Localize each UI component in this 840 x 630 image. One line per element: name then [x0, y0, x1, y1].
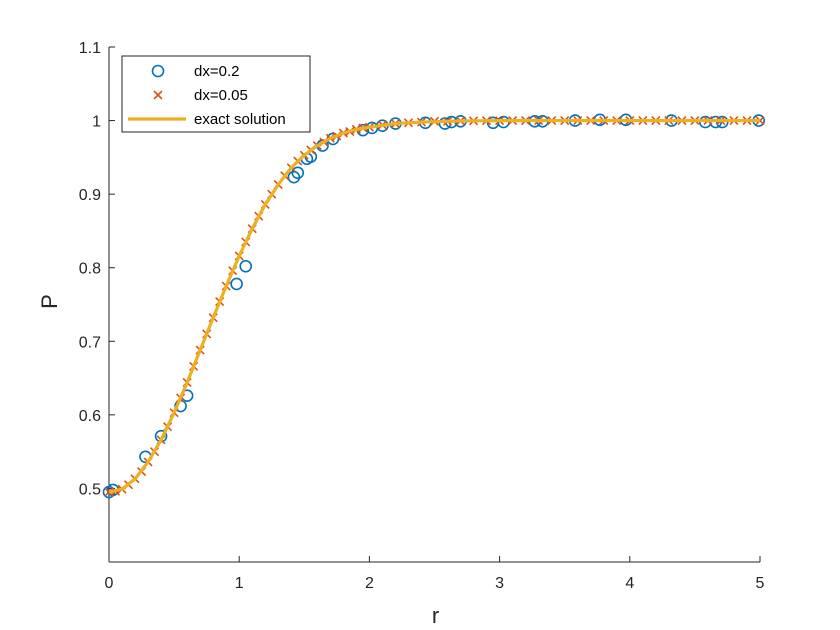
- data-point-circle: [239, 259, 253, 273]
- x-tick-label: 5: [756, 575, 765, 592]
- y-tick-label: 1: [92, 114, 101, 131]
- series-line-exact-solution: [108, 118, 760, 494]
- data-point-circle: [287, 170, 301, 184]
- chart-marks: [102, 113, 765, 499]
- y-tick-label: 0.9: [79, 187, 101, 204]
- legend-label: exact solution: [194, 111, 286, 128]
- x-tick-label: 2: [365, 575, 374, 592]
- series-dx-0.2: [102, 113, 765, 499]
- series-dx-0.05: [104, 116, 765, 497]
- y-tick-label: 1.1: [79, 40, 101, 57]
- x-tick-label: 3: [495, 575, 504, 592]
- y-tick-label: 0.8: [79, 261, 101, 278]
- axes: 0 1 2 3 4 5 0.5 0.6 0.7 0.8 0.9 1 1.1 r P: [37, 40, 765, 628]
- y-tick-label: 0.7: [79, 334, 101, 351]
- cross-stroke: [153, 90, 163, 100]
- x-tick-label: 1: [235, 575, 244, 592]
- x-tick-label: 0: [105, 575, 114, 592]
- legend-label: dx=0.05: [194, 87, 248, 104]
- y-tick-label: 0.5: [79, 481, 101, 498]
- legend-label: dx=0.2: [194, 63, 239, 80]
- legend: dx=0.2 dx=0.05 exact solution: [121, 55, 311, 133]
- x-axis-label: r: [432, 603, 439, 628]
- y-tick-label: 0.6: [79, 408, 101, 425]
- data-point-circle: [230, 277, 243, 291]
- legend-marker-cross: [153, 90, 163, 100]
- legend-marker-circle: [151, 64, 165, 78]
- y-axis-label: P: [37, 294, 62, 309]
- x-tick-label: 4: [625, 575, 634, 592]
- data-point-circle: [291, 166, 305, 180]
